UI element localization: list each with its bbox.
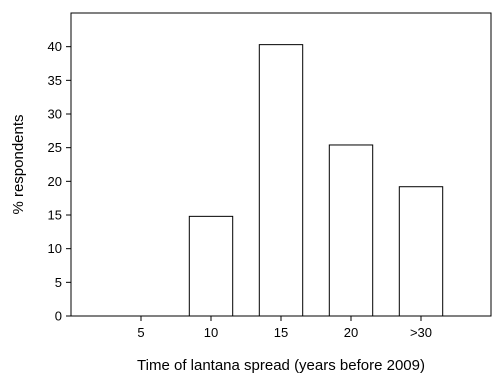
x-tick-label: 5 <box>137 325 144 340</box>
y-tick-label: 40 <box>48 39 62 54</box>
bar-3 <box>258 44 304 317</box>
y-axis-ticks: 0 5 10 15 20 25 30 35 40 <box>48 39 71 324</box>
x-tick-label: 15 <box>274 325 288 340</box>
bar-2 <box>188 215 234 317</box>
y-tick-label: 5 <box>55 275 62 290</box>
x-axis-title: Time of lantana spread (years before 200… <box>137 357 425 374</box>
y-tick-label: 20 <box>48 174 62 189</box>
y-axis-title: % respondents <box>10 114 27 214</box>
bar-5 <box>398 186 444 317</box>
x-tick-label: 10 <box>204 325 218 340</box>
plot-frame <box>70 12 492 317</box>
y-tick-label: 0 <box>55 309 62 324</box>
bars-group <box>188 44 444 317</box>
y-tick-label: 15 <box>48 208 62 223</box>
x-axis-ticks: 5 10 15 20 >30 <box>137 316 432 340</box>
y-tick-label: 30 <box>48 107 62 122</box>
x-tick-label: >30 <box>410 325 432 340</box>
x-tick-label: 20 <box>344 325 358 340</box>
bar-4 <box>328 144 374 317</box>
y-tick-label: 25 <box>48 140 62 155</box>
y-tick-label: 10 <box>48 241 62 256</box>
y-tick-label: 35 <box>48 73 62 88</box>
